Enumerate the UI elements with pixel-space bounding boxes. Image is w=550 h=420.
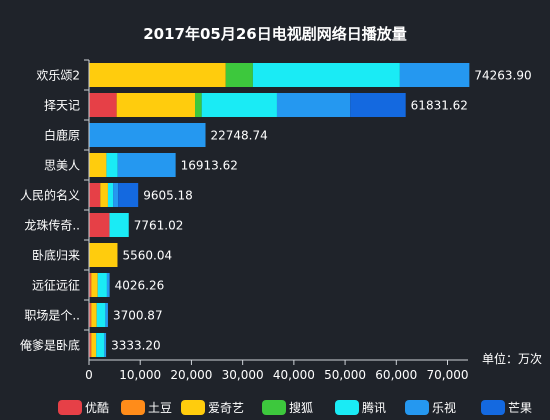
category-label: 思美人 [44, 159, 80, 173]
bar-segment-1-0[interactable] [89, 93, 117, 117]
x-tick-label: 20,000 [170, 368, 212, 382]
category-label: 欢乐颂2 [36, 68, 80, 83]
bar-segment-0-5[interactable] [399, 63, 470, 87]
bar-segment-9-2[interactable] [91, 333, 97, 357]
bar-segment-9-1[interactable] [90, 333, 92, 357]
bar-segment-0-4[interactable] [252, 63, 400, 87]
legend-swatch [335, 400, 359, 415]
bar-segment-7-2[interactable] [91, 273, 98, 297]
bar-segment-4-2[interactable] [100, 183, 108, 207]
legend-swatch [405, 400, 429, 415]
total-label: 9605.18 [143, 189, 193, 203]
legend-label: 腾讯 [362, 400, 386, 415]
category-label: 卧底归来 [32, 248, 80, 263]
category-label: 俺爹是卧底 [20, 338, 80, 353]
legend-item[interactable]: 腾讯 [335, 400, 386, 415]
total-label: 3700.87 [113, 309, 163, 323]
category-label: 人民的名义 [20, 188, 80, 203]
legend-swatch [58, 400, 82, 415]
bar-segment-4-6[interactable] [118, 183, 139, 207]
x-tick-label: 50,000 [324, 368, 366, 382]
bar-segment-4-5[interactable] [113, 183, 119, 207]
x-tick-label: 40,000 [273, 368, 315, 382]
legend-label: 搜狐 [289, 400, 313, 415]
legend[interactable]: 优酷 土豆 爱奇艺 搜狐 腾讯 乐视 芒果 [58, 400, 532, 415]
legend-label: 土豆 [148, 401, 172, 415]
bar-segment-9-4[interactable] [96, 333, 105, 357]
bar-segment-8-4[interactable] [96, 303, 106, 327]
legend-item[interactable]: 搜狐 [262, 400, 313, 415]
legend-item[interactable]: 爱奇艺 [181, 400, 244, 415]
total-label: 22748.74 [211, 129, 268, 143]
legend-item[interactable]: 乐视 [405, 400, 456, 415]
bar-segment-8-5[interactable] [105, 303, 108, 327]
bar-segment-8-0[interactable] [89, 303, 91, 327]
bar-segment-8-2[interactable] [91, 303, 97, 327]
legend-label: 乐视 [432, 400, 456, 415]
legend-label: 优酷 [85, 401, 109, 415]
bar-segment-3-5[interactable] [117, 153, 176, 177]
x-axis: 0 10,000 20,000 30,000 40,000 50,000 60,000 70,… [85, 359, 469, 382]
total-label: 5560.04 [122, 249, 172, 263]
bar-segment-4-0[interactable] [89, 183, 101, 207]
unit-label: 单位：万次 [482, 351, 542, 366]
category-label: 远征远征 [32, 279, 80, 293]
x-tick-label: 30,000 [222, 368, 264, 382]
bar-segment-9-0[interactable] [89, 333, 91, 357]
bar-segment-2-5[interactable] [89, 123, 206, 147]
bar-segment-1-6[interactable] [350, 93, 406, 117]
bar-segment-5-0[interactable] [89, 213, 110, 237]
total-label: 3333.20 [111, 339, 161, 353]
category-label: 白鹿原 [44, 128, 80, 143]
bar-segment-3-2[interactable] [89, 153, 107, 177]
bar-segment-1-3[interactable] [195, 93, 202, 117]
x-tick-label: 60,000 [375, 368, 417, 382]
legend-label: 芒果 [508, 400, 532, 415]
x-tick-label: 0 [85, 368, 93, 382]
bar-segment-6-2[interactable] [89, 243, 118, 267]
bar-segment-0-2[interactable] [89, 63, 226, 87]
bar-area: 74263.90 61831.62 22748.74 16913.62 9605.18 7… [89, 63, 532, 357]
chart-title: 2017年05月26日电视剧网络日播放量 [143, 25, 407, 43]
bar-segment-1-5[interactable] [276, 93, 351, 117]
total-label: 61831.62 [411, 99, 468, 113]
bar-segment-7-4[interactable] [97, 273, 107, 297]
bar-segment-7-5[interactable] [106, 273, 110, 297]
legend-swatch [121, 400, 145, 415]
legend-swatch [481, 400, 505, 415]
bar-segment-3-4[interactable] [106, 153, 118, 177]
bar-segment-0-3[interactable] [225, 63, 253, 87]
total-label: 16913.62 [181, 159, 238, 173]
bar-segment-5-4[interactable] [109, 213, 129, 237]
legend-label: 爱奇艺 [208, 401, 244, 415]
category-label: 龙珠传奇.. [24, 218, 80, 233]
legend-item[interactable]: 土豆 [121, 400, 172, 415]
bar-segment-7-1[interactable] [90, 273, 92, 297]
x-tick-label: 70,000 [427, 368, 469, 382]
bar-segment-1-2[interactable] [116, 93, 196, 117]
bar-segment-4-4[interactable] [107, 183, 114, 207]
category-label: 择天记 [44, 99, 80, 113]
legend-swatch [181, 400, 205, 415]
x-tick-label: 10,000 [119, 368, 161, 382]
bar-segment-9-5[interactable] [104, 333, 107, 357]
total-label: 4026.26 [115, 279, 165, 293]
total-label: 7761.02 [134, 219, 184, 233]
legend-item[interactable]: 芒果 [481, 400, 532, 415]
bar-segment-7-0[interactable] [89, 273, 91, 297]
bar-segment-8-1[interactable] [90, 303, 92, 327]
legend-swatch [262, 400, 286, 415]
category-label: 职场是个.. [24, 309, 80, 323]
total-label: 74263.90 [474, 69, 531, 83]
legend-item[interactable]: 优酷 [58, 400, 109, 415]
bar-segment-1-4[interactable] [201, 93, 277, 117]
